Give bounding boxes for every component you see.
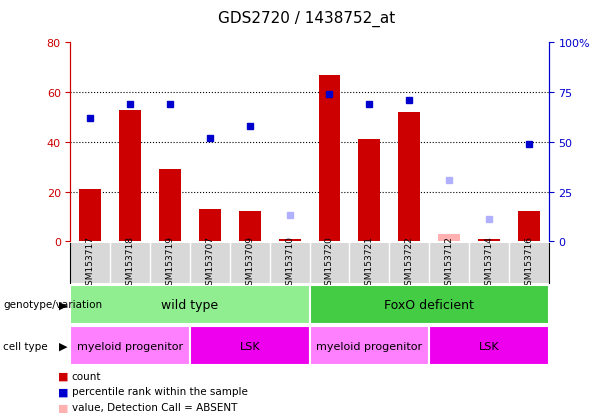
Bar	[239, 212, 261, 242]
Text: GSM153716: GSM153716	[524, 236, 533, 291]
Bar	[120, 110, 141, 242]
Bar	[310, 326, 429, 366]
Bar	[70, 326, 190, 366]
Text: ■: ■	[58, 371, 69, 381]
Text: cell type: cell type	[3, 341, 48, 351]
Text: wild type: wild type	[161, 298, 219, 311]
Bar	[398, 113, 420, 242]
Text: ■: ■	[58, 402, 69, 412]
Text: ■: ■	[58, 387, 69, 396]
Text: GSM153722: GSM153722	[405, 236, 414, 291]
Text: genotype/variation: genotype/variation	[3, 299, 102, 310]
Bar	[478, 239, 500, 242]
Bar	[279, 239, 300, 242]
Bar	[359, 140, 380, 242]
Text: myeloid progenitor: myeloid progenitor	[77, 341, 183, 351]
Text: value, Detection Call = ABSENT: value, Detection Call = ABSENT	[72, 402, 237, 412]
Text: GSM153710: GSM153710	[285, 236, 294, 291]
Text: myeloid progenitor: myeloid progenitor	[316, 341, 422, 351]
Bar	[438, 234, 460, 242]
Bar	[310, 285, 549, 324]
Bar	[429, 326, 549, 366]
Text: ▶: ▶	[59, 299, 67, 310]
Bar	[80, 190, 101, 242]
Text: GSM153707: GSM153707	[205, 236, 215, 291]
Bar	[518, 212, 539, 242]
Text: ▶: ▶	[59, 341, 67, 351]
Text: GSM153714: GSM153714	[484, 236, 493, 291]
Text: GSM153719: GSM153719	[166, 236, 175, 291]
Bar	[319, 76, 340, 242]
Text: percentile rank within the sample: percentile rank within the sample	[72, 387, 248, 396]
Bar	[190, 326, 310, 366]
Text: FoxO deficient: FoxO deficient	[384, 298, 474, 311]
Text: GSM153721: GSM153721	[365, 236, 374, 291]
Bar	[199, 209, 221, 242]
Text: count: count	[72, 371, 101, 381]
Text: LSK: LSK	[479, 341, 499, 351]
Text: GDS2720 / 1438752_at: GDS2720 / 1438752_at	[218, 10, 395, 27]
Bar	[70, 285, 310, 324]
Text: GSM153718: GSM153718	[126, 236, 135, 291]
Text: GSM153720: GSM153720	[325, 236, 334, 291]
Text: LSK: LSK	[240, 341, 260, 351]
Bar	[159, 170, 181, 242]
Text: GSM153717: GSM153717	[86, 236, 95, 291]
Text: GSM153709: GSM153709	[245, 236, 254, 291]
Text: GSM153712: GSM153712	[444, 236, 454, 291]
